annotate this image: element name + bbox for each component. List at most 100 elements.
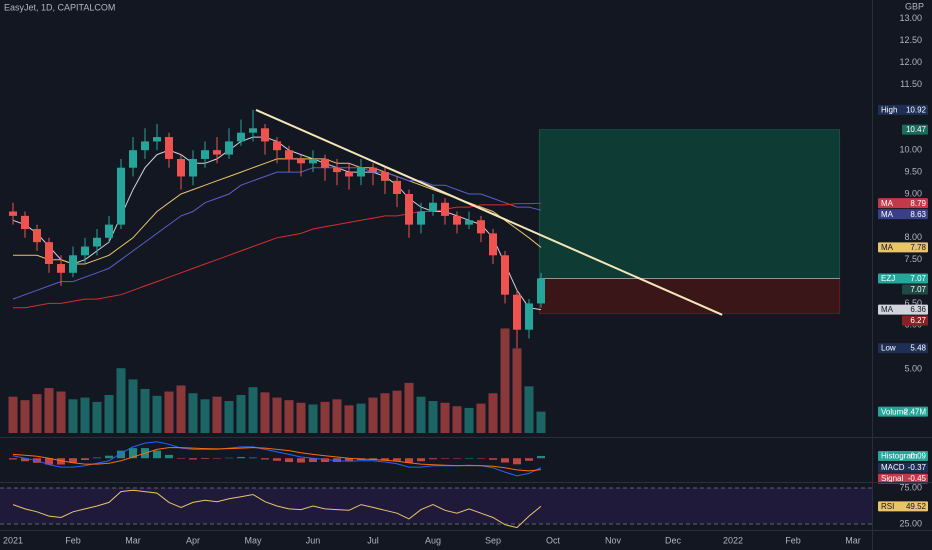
candle-body [213, 150, 222, 155]
macd-histogram-bar [297, 458, 306, 463]
volume-bar [320, 401, 330, 433]
axis-tag [878, 273, 928, 284]
axis-tag [878, 450, 928, 461]
volume-bar [332, 399, 342, 433]
macd-histogram-bar [488, 458, 497, 460]
macd-histogram-bar [476, 458, 485, 459]
axis-tag-name: MA [881, 210, 894, 219]
candle-body [81, 246, 90, 256]
axis-tag [878, 242, 928, 253]
axis-tag-value: 8.63 [910, 210, 926, 219]
y-tick-label: 7.50 [904, 254, 922, 264]
stop-zone [538, 278, 841, 314]
volume-bar [452, 406, 462, 433]
candle-body [105, 224, 114, 238]
candle-body [464, 220, 473, 225]
axis-tag-value: 6.27 [910, 316, 926, 325]
volume-bar [176, 385, 186, 433]
y-tick-label: 5.00 [904, 364, 922, 374]
candle-body [345, 172, 354, 177]
axis-tag-value: 2.47M [904, 407, 927, 416]
candle-body [129, 150, 138, 168]
axis-tag [878, 473, 928, 484]
candle-body [524, 303, 533, 330]
macd-histogram-bar [261, 458, 270, 460]
axis-tag-value: 10.47 [906, 125, 927, 134]
volume-bar [164, 391, 174, 433]
y-tick-label: 6.50 [904, 298, 922, 308]
macd-histogram-bar [153, 450, 162, 459]
axis-tag-name: EZJ [881, 274, 895, 283]
trendline [255, 108, 723, 316]
candle-body [261, 128, 270, 142]
y-tick-label: 9.00 [904, 188, 922, 198]
macd-histogram-bar [285, 458, 294, 463]
volume-bar [488, 393, 498, 433]
candle-body [21, 215, 30, 230]
volume-bar [392, 390, 402, 433]
macd-histogram-bar [93, 457, 102, 459]
candle-body [249, 128, 258, 133]
macd-histogram-bar [405, 458, 414, 463]
macd-histogram-bar [21, 458, 30, 462]
axis-tag [902, 284, 928, 295]
moving-average [13, 202, 542, 309]
candle-body [405, 193, 414, 225]
volume-bar [200, 399, 210, 433]
candle-body [452, 215, 461, 225]
macd-histogram-bar [440, 458, 449, 459]
axis-tag-name: Volume [881, 407, 908, 416]
macd-histogram-bar [381, 458, 390, 461]
candle-body [273, 141, 282, 151]
macd-histogram-bar [429, 458, 437, 460]
candle-body [9, 211, 18, 216]
volume-bar [188, 393, 198, 433]
volume-bar [464, 407, 474, 433]
axis-tag-value: 49.52 [906, 502, 927, 511]
macd-histogram-bar [333, 458, 342, 463]
volume-bar [44, 388, 54, 433]
x-tick-label: Feb [785, 535, 801, 545]
candle-body [225, 141, 234, 155]
macd-histogram-bar [536, 455, 545, 459]
axis-tag-value: 6.36 [910, 305, 926, 314]
macd-histogram-bar [321, 458, 330, 463]
candle-body [369, 167, 378, 173]
volume-bar [248, 387, 258, 433]
volume-bar [92, 401, 102, 433]
candle-body [297, 158, 306, 164]
axis-tag [878, 343, 928, 354]
x-tick-label: May [244, 535, 262, 545]
candle-body [393, 180, 402, 194]
candle-body [309, 158, 318, 164]
x-tick-label: Dec [665, 535, 682, 545]
y-tick-label: 8.00 [904, 232, 922, 242]
volume-bar [368, 397, 378, 433]
macd-histogram-bar [45, 458, 54, 465]
axis-tag-value: 7.07 [910, 285, 926, 294]
macd-histogram-bar [345, 458, 354, 462]
x-tick-label: Apr [186, 535, 200, 545]
volume-bar [476, 403, 486, 433]
axis-tag-name: MA [881, 199, 894, 208]
candle-body [357, 167, 366, 177]
macd-histogram-bar [213, 458, 222, 459]
axis-tag-value: 0.09 [910, 452, 926, 461]
volume-bar [224, 401, 234, 433]
axis-tag [878, 406, 928, 417]
chart-title: EasyJet, 1D, CAPITALCOM [4, 2, 115, 12]
candle-body [141, 141, 150, 151]
volume-bar [8, 396, 18, 433]
volume-bar [128, 379, 138, 433]
candle-body [117, 167, 126, 225]
volume-bar [428, 401, 438, 433]
candle-body [488, 233, 497, 256]
rsi-line [12, 489, 542, 529]
candle-body [177, 158, 186, 177]
axis-tag-value: 5.48 [910, 344, 926, 353]
macd-histogram-bar [69, 458, 78, 463]
volume-bar [404, 382, 414, 433]
macd-histogram-bar [273, 458, 282, 461]
candle-body [321, 158, 330, 168]
